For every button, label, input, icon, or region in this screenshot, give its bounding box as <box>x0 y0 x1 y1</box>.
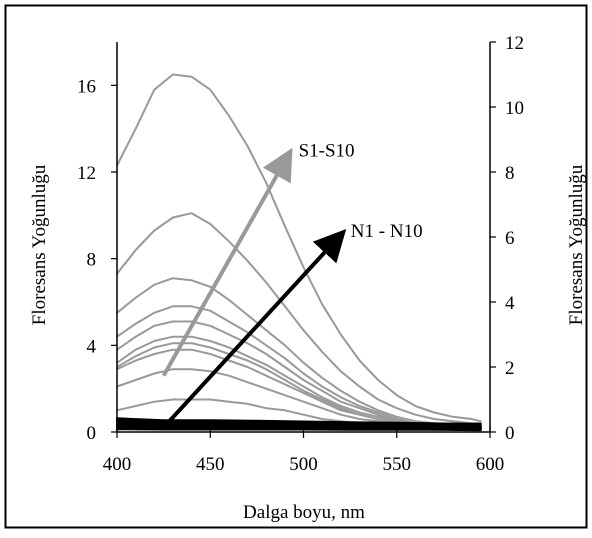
y-tick-label-left: 0 <box>87 423 97 444</box>
x-tick-label: 600 <box>476 454 505 475</box>
s-series-label: S1-S10 <box>299 141 355 162</box>
y-tick-label-right: 2 <box>505 358 515 379</box>
x-tick-label: 450 <box>196 454 225 475</box>
s-series-arrow <box>161 147 293 377</box>
n-series-label: N1 - N10 <box>351 221 423 242</box>
x-tick-label: 500 <box>289 454 318 475</box>
y-axis-title-right: Floresans Yoğunluğu <box>566 164 587 325</box>
y-tick-label-right: 8 <box>505 163 515 184</box>
x-axis-title: Dalga boyu, nm <box>243 502 365 523</box>
n-series-arrow <box>165 228 347 425</box>
y-tick-label-left: 16 <box>77 76 96 97</box>
y-tick-label-right: 6 <box>505 228 515 249</box>
x-tick-label: 550 <box>383 454 412 475</box>
y-tick-label-left: 4 <box>87 336 97 357</box>
y-tick-label-right: 0 <box>505 423 515 444</box>
x-tick-label: 400 <box>103 454 132 475</box>
y-tick-label-right: 12 <box>505 33 524 54</box>
y-tick-label-left: 8 <box>87 250 97 271</box>
y-tick-label-right: 10 <box>505 98 524 119</box>
series-line-s <box>116 73 482 423</box>
y-axis-title-left: Floresans Yoğunluğu <box>29 164 50 325</box>
y-tick-label-left: 12 <box>77 163 96 184</box>
series-line-n <box>115 428 482 432</box>
series-line-s <box>116 212 482 425</box>
y-tick-label-right: 4 <box>505 293 515 314</box>
